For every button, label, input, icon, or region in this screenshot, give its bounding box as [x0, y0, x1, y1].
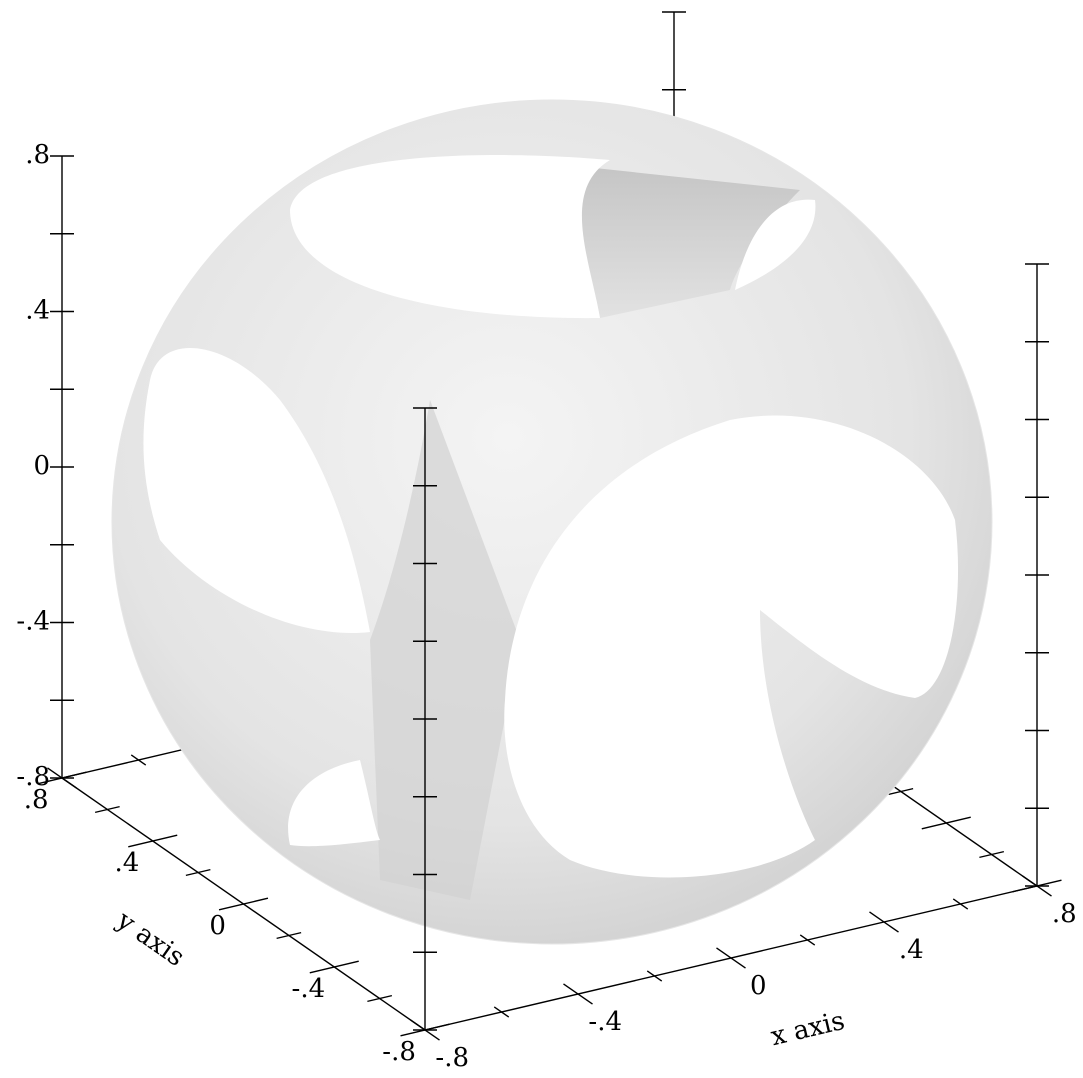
inner-shade [520, 160, 800, 318]
hole [288, 760, 380, 847]
y-minor-tick [185, 868, 211, 877]
x-minor-tick [646, 970, 663, 982]
y-tick [218, 897, 269, 911]
surface [111, 99, 993, 945]
z-tick-label: .4 [25, 296, 50, 326]
y-tick-label: .4 [114, 848, 139, 878]
y-minor-tick [367, 994, 393, 1003]
inner-shade [370, 400, 520, 900]
z-tick-label: 0 [33, 451, 50, 481]
x-tick-label: -.4 [588, 1007, 622, 1037]
y-tick-label: -.4 [292, 974, 326, 1004]
x-minor-tick [493, 1006, 510, 1018]
z-tick-label: -.4 [16, 607, 50, 637]
x-tick-label: 0 [750, 971, 767, 1001]
hole [504, 415, 959, 878]
x-tick [716, 947, 746, 969]
x-tick-label: .8 [1052, 899, 1077, 929]
x-tick-label: .4 [899, 935, 924, 965]
x-tick [869, 911, 899, 933]
y-minor-tick [94, 805, 120, 814]
x-minor-tick [952, 898, 969, 910]
x-tick [563, 983, 593, 1005]
y-tick-label: 0 [209, 911, 226, 941]
y-minor-tick [276, 931, 302, 940]
y-tick-label: -.8 [382, 1037, 416, 1067]
x-axis-label: x axis [768, 1006, 848, 1052]
y-tick [128, 834, 178, 848]
hole [143, 347, 370, 634]
z-tick-label: .8 [25, 140, 50, 170]
x-tick-label: -.8 [435, 1043, 469, 1073]
z-tick-label: -.8 [16, 762, 50, 792]
y-minor-tick [979, 850, 1005, 859]
y-tick [921, 816, 971, 830]
y-axis-label: y axis [110, 905, 189, 973]
y-tick-label: .8 [24, 785, 49, 815]
y-tick [309, 960, 359, 974]
hole [290, 155, 610, 319]
x-minor-tick [130, 754, 147, 766]
y-minor-tick [888, 787, 914, 796]
hole [735, 199, 816, 290]
front-axes: -.8-.40.4.8-.8-.40.4.8-.8-.40.4.8 [16, 140, 1076, 1073]
x-minor-tick [799, 934, 816, 946]
